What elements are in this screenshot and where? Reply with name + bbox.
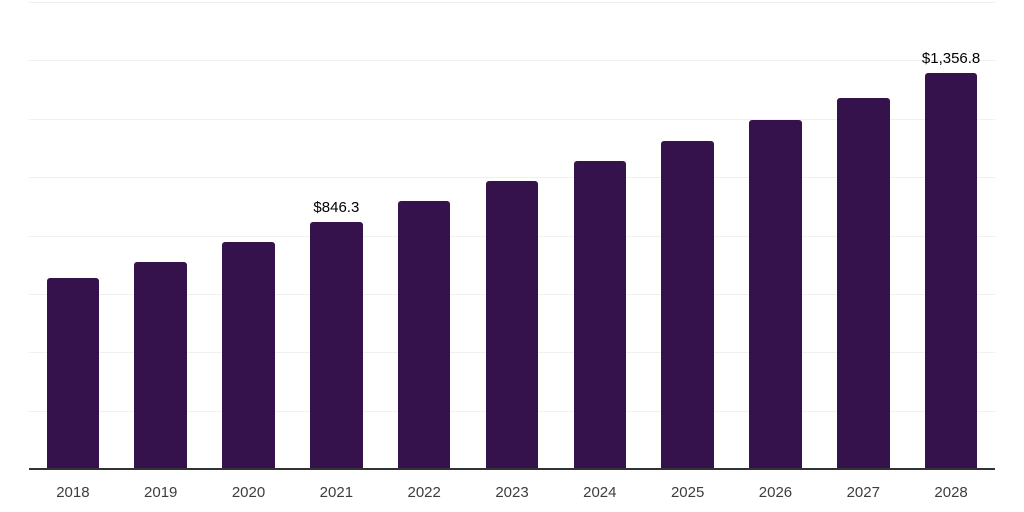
x-tick-label-2018: 2018: [56, 484, 90, 501]
bar-2022: [397, 200, 451, 469]
x-tick-label-2024: 2024: [583, 484, 617, 501]
gridline-1600: [29, 2, 995, 3]
gridline-1400: [29, 60, 995, 62]
bar-2018: [46, 278, 100, 469]
bar-2021: [310, 222, 363, 469]
plot-area: $846.3 $1,356.8: [29, 2, 995, 469]
bar-2020: [222, 241, 275, 469]
bar-2024: [573, 160, 627, 469]
data-label-2021: $846.3: [313, 199, 360, 216]
gridline-1200: [29, 118, 995, 120]
x-tick-label-2021: 2021: [319, 484, 354, 501]
bar-2026: [749, 119, 802, 469]
bar-2027: [837, 97, 890, 469]
data-label-2028: $1,356.8: [921, 49, 981, 67]
x-tick-label-2027: 2027: [846, 484, 880, 501]
x-tick-label-2025: 2025: [670, 484, 705, 501]
gridline-1000: [29, 177, 995, 179]
bar-2025: [661, 140, 714, 469]
x-tick-label-2026: 2026: [758, 484, 793, 501]
bar-2019: [134, 261, 187, 469]
bar-2023: [485, 180, 539, 469]
x-tick-label-2020: 2020: [231, 484, 266, 501]
bar-2028: [924, 72, 978, 469]
x-tick-label-2028: 2028: [934, 484, 968, 501]
x-axis-line: [29, 468, 995, 470]
x-tick-label-2019: 2019: [144, 484, 178, 501]
x-tick-label-2023: 2023: [495, 484, 529, 501]
x-tick-label-2022: 2022: [407, 484, 441, 501]
